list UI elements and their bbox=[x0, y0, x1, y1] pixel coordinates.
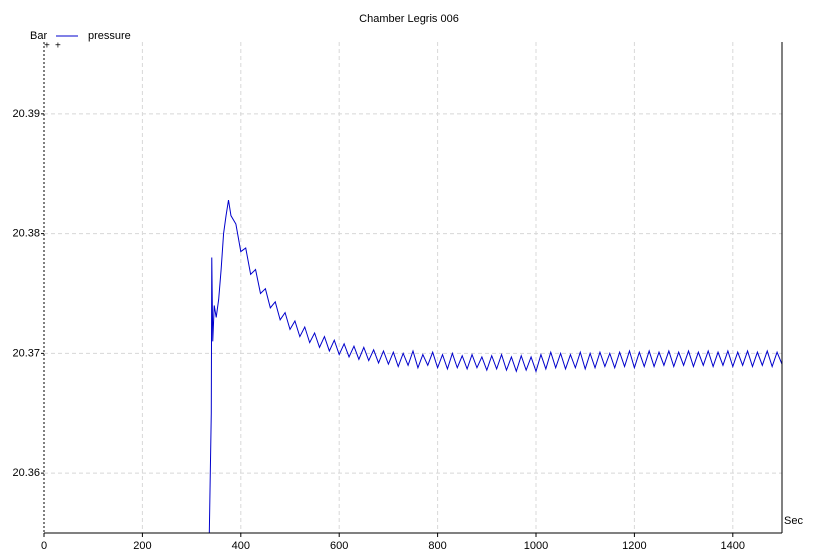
plot bbox=[208, 200, 783, 534]
y-tick-label: 20.38 bbox=[12, 228, 40, 240]
marker: + bbox=[44, 41, 50, 52]
x-tick-label: 1400 bbox=[721, 540, 745, 552]
x-tick-label: 1000 bbox=[524, 540, 548, 552]
x-tick-label: 200 bbox=[133, 540, 151, 552]
grid bbox=[44, 42, 782, 533]
y-tick-label: 20.37 bbox=[12, 347, 40, 359]
marker: + bbox=[55, 41, 61, 52]
x-tick-label: 400 bbox=[232, 540, 250, 552]
legend-label: pressure bbox=[88, 30, 131, 42]
y-axis-label: Bar bbox=[30, 30, 47, 42]
x-tick-label: 1200 bbox=[622, 540, 646, 552]
y-tick-label: 20.36 bbox=[12, 467, 40, 479]
data-line bbox=[208, 200, 783, 534]
x-axis-label: Sec bbox=[784, 515, 803, 527]
y-tick-label: 20.39 bbox=[12, 108, 40, 120]
chart-title: Chamber Legris 006 bbox=[359, 13, 459, 25]
x-tick-label: 600 bbox=[330, 540, 348, 552]
x-tick-label: 800 bbox=[428, 540, 446, 552]
x-tick-label: 0 bbox=[41, 540, 47, 552]
